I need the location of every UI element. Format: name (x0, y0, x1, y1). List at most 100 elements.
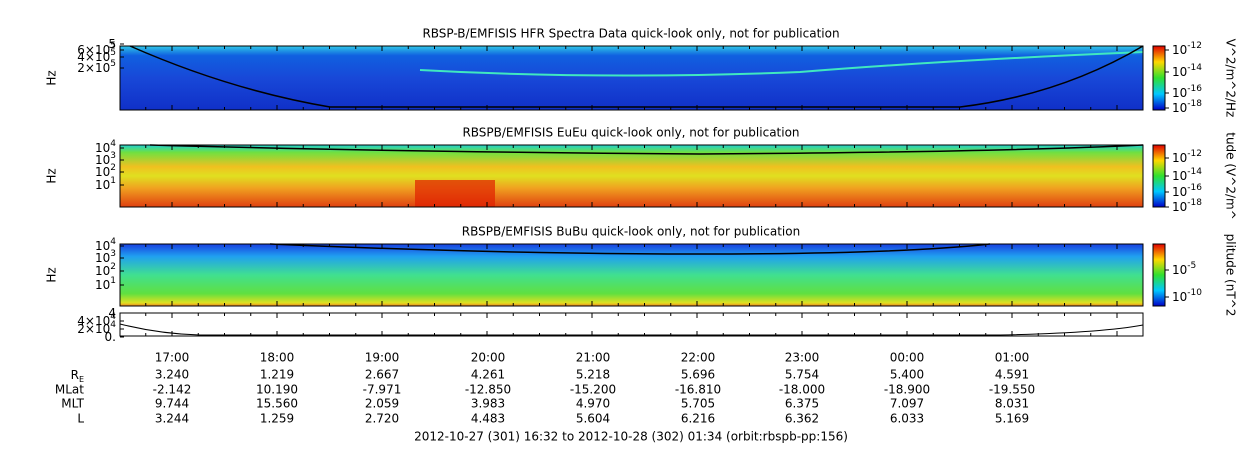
colorbar-tick-label: 10-14 (1172, 63, 1202, 79)
ephemeris-label-text: R (71, 368, 79, 382)
ephemeris-value: 4.591 (995, 368, 1029, 382)
colorbar (1152, 243, 1166, 307)
ephemeris-value: -18.000 (779, 383, 825, 397)
cyclotron-curve (149, 144, 1144, 155)
ephemeris-value: 6.362 (785, 412, 819, 426)
y-tick-label: 6×105 (77, 41, 116, 57)
colorbar-tick-label: 10-5 (1172, 261, 1196, 277)
y-tick-label: 2×104 (77, 320, 116, 336)
colorbar (1152, 144, 1166, 208)
ephemeris-label: L (77, 412, 84, 426)
y-tick-label: 103 (95, 151, 116, 167)
ephemeris-value: 5.754 (785, 368, 819, 382)
colorbar-label: plitude (nT^2 (1224, 234, 1238, 317)
y-tick-label: 104 (95, 139, 116, 155)
ephemeris-value: 6.375 (785, 397, 819, 411)
ephemeris-value: 10.190 (256, 383, 298, 397)
ephemeris-value: 2.667 (365, 368, 399, 382)
ephemeris-value: 6.216 (681, 412, 715, 426)
colorbar-tick-label: 10-16 (1172, 84, 1202, 100)
y-tick-label: 0. (105, 330, 116, 344)
ephemeris-label: RE (71, 368, 84, 384)
time-label: 20:00 (471, 351, 506, 365)
y-tick-label: 2×105 (77, 59, 116, 75)
ephemeris-value: 3.244 (155, 412, 189, 426)
ephemeris-value: 15.560 (256, 397, 298, 411)
footer: 2012-10-27 (301) 16:32 to 2012-10-28 (30… (414, 430, 848, 444)
ephemeris-value: -16.810 (675, 383, 721, 397)
time-label: 21:00 (576, 351, 611, 365)
field-curve (119, 323, 1144, 336)
time-label: 17:00 (155, 351, 190, 365)
ephemeris-value: 5.169 (995, 412, 1029, 426)
ephemeris-value: -18.900 (884, 383, 930, 397)
ephemeris-value: -19.550 (989, 383, 1035, 397)
colorbar (1152, 45, 1166, 111)
ephemeris-value: 2.720 (365, 412, 399, 426)
y-tick-label: 101 (95, 176, 116, 192)
ephemeris-value: -15.200 (570, 383, 616, 397)
colorbar-tick-label: 10-10 (1172, 288, 1202, 304)
panel-title: RBSP-B/EMFISIS HFR Spectra Data quick-lo… (422, 27, 839, 41)
colorbar-tick-label: 10-12 (1172, 41, 1202, 57)
colorbar-label: tude (V^2/m^ (1224, 132, 1238, 220)
ephemeris-value: 4.261 (471, 368, 505, 382)
plot-frame (119, 144, 1144, 208)
emission-line (419, 51, 1144, 77)
cyclotron-curve (269, 243, 991, 255)
colorbar-tick-label: 10-18 (1172, 198, 1202, 214)
colorbar-tick-label: 10-16 (1172, 183, 1202, 199)
y-axis-label: Hz (45, 267, 59, 282)
ephemeris-value: 7.097 (890, 397, 924, 411)
y-tick-label: 4 (108, 306, 116, 320)
time-label: 23:00 (785, 351, 820, 365)
ephemeris-value: -7.971 (363, 383, 402, 397)
ephemeris-value: 1.259 (260, 412, 294, 426)
y-axis-label: Hz (45, 70, 59, 85)
y-tick-label: 104 (95, 237, 116, 253)
y-axis-label: Hz (45, 168, 59, 183)
ephemeris-value: 1.219 (260, 368, 294, 382)
colorbar-label: V^2/m^2/Hz (1224, 39, 1238, 118)
panel-title: RBSPB/EMFISIS BuBu quick-look only, not … (462, 225, 800, 239)
plot-frame (119, 312, 1144, 337)
ephemeris-value: 6.033 (890, 412, 924, 426)
ephemeris-value: 5.400 (890, 368, 924, 382)
time-label: 22:00 (681, 351, 716, 365)
spectrogram (120, 145, 1143, 207)
time-label: 18:00 (260, 351, 295, 365)
ephemeris-value: 5.604 (576, 412, 610, 426)
time-label: 00:00 (890, 351, 925, 365)
time-label: 19:00 (365, 351, 400, 365)
ephemeris-value: 5.218 (576, 368, 610, 382)
spectrograms (119, 45, 1144, 336)
ephemeris-value: -2.142 (153, 383, 192, 397)
plot-area (120, 313, 1143, 336)
time-label: 01:00 (995, 351, 1030, 365)
y-tick-label: 102 (95, 163, 116, 179)
ephemeris-value: -12.850 (465, 383, 511, 397)
colorbar-tick-label: 10-12 (1172, 149, 1202, 165)
y-tick-label: 102 (95, 262, 116, 278)
y-tick-label: 103 (95, 249, 116, 265)
y-tick-label: 5 (108, 37, 116, 51)
y-tick-label: 4×105 (77, 48, 116, 64)
ephemeris-value: 9.744 (155, 397, 189, 411)
ephemeris-value: 2.059 (365, 397, 399, 411)
ephemeris-value: 3.240 (155, 368, 189, 382)
ephemeris-value: 4.970 (576, 397, 610, 411)
ephemeris-value: 8.031 (995, 397, 1029, 411)
y-tick-label: 101 (95, 276, 116, 292)
spectrogram (120, 46, 1143, 110)
y-tick-label: 4×104 (77, 312, 116, 328)
ephemeris-value: 5.696 (681, 368, 715, 382)
plot-frame (119, 45, 1144, 111)
ephemeris-value: 3.983 (471, 397, 505, 411)
colorbar-tick-label: 10-14 (1172, 167, 1202, 183)
ephemeris-value: 5.705 (681, 397, 715, 411)
ephemeris-label: MLat (55, 383, 84, 397)
colorbar-tick-label: 10-18 (1172, 99, 1202, 115)
ephemeris-label: MLT (61, 397, 84, 411)
panel-title: RBSPB/EMFISIS EuEu quick-look only, not … (462, 126, 799, 140)
